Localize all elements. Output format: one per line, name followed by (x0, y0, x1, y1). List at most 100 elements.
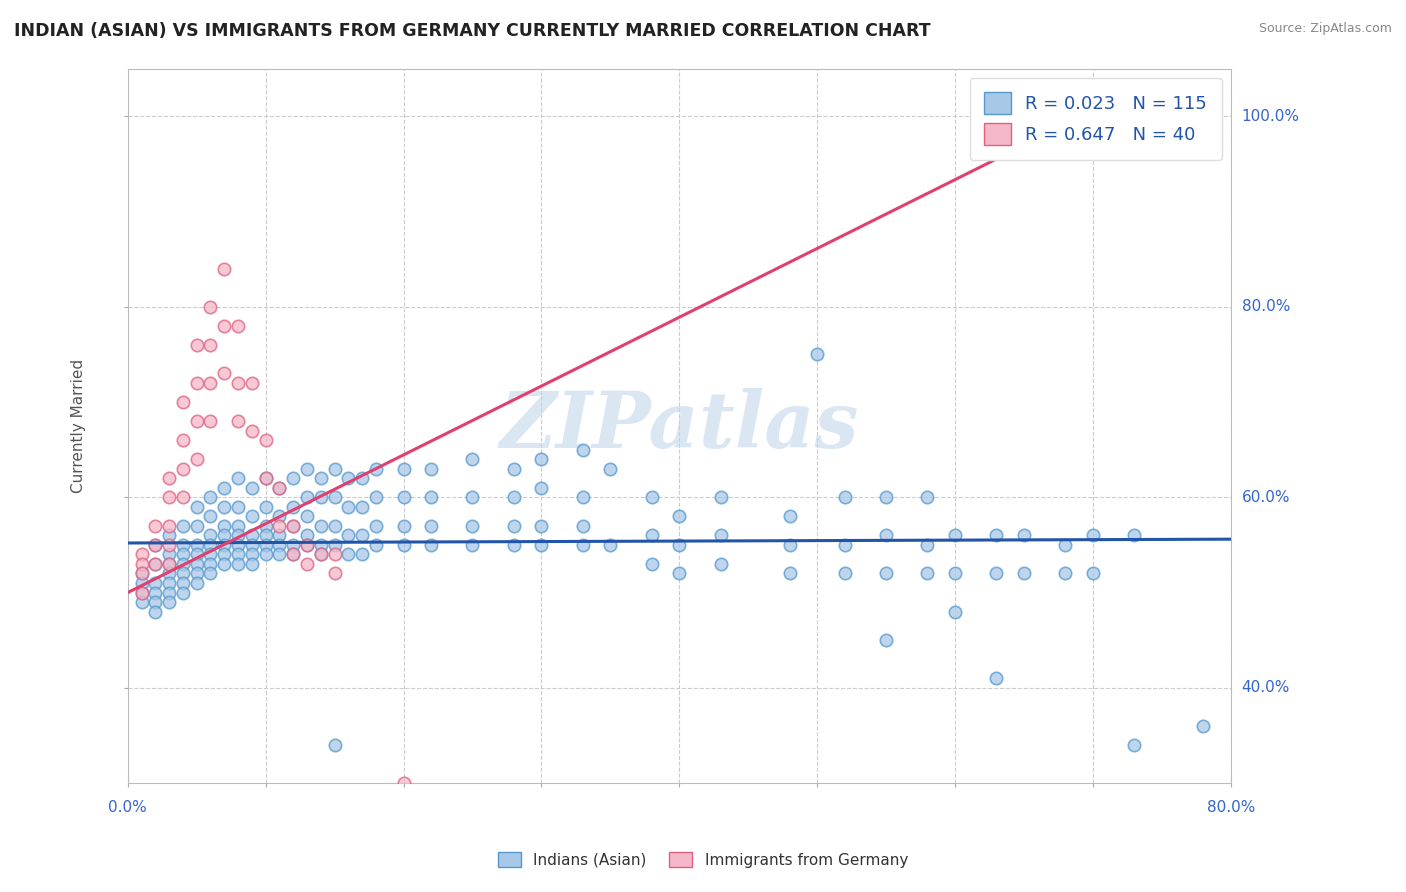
Point (295, 538, 318, 552)
Point (779, 509, 801, 524)
Point (571, 538, 593, 552)
Point (571, 442, 593, 457)
Point (143, 585, 166, 599)
Text: 80.0%: 80.0% (1206, 800, 1256, 815)
Point (309, 548, 332, 562)
Point (323, 738, 346, 752)
Point (186, 576, 208, 591)
Point (186, 538, 208, 552)
Text: INDIAN (ASIAN) VS IMMIGRANTS FROM GERMANY CURRENTLY MARRIED CORRELATION CHART: INDIAN (ASIAN) VS IMMIGRANTS FROM GERMAN… (14, 22, 931, 40)
Point (779, 566, 801, 581)
Point (337, 500, 360, 514)
Point (200, 414, 222, 428)
Point (143, 557, 166, 571)
Point (226, 318, 249, 333)
Point (172, 538, 194, 552)
Point (143, 557, 166, 571)
Text: 40.0%: 40.0% (1241, 681, 1291, 695)
Point (172, 566, 194, 581)
Point (172, 395, 194, 409)
Point (352, 548, 374, 562)
Point (131, 595, 153, 609)
Point (1054, 566, 1077, 581)
Point (364, 519, 387, 533)
Point (269, 509, 291, 524)
Point (295, 490, 318, 504)
Point (214, 481, 236, 495)
Point (200, 490, 222, 504)
Point (186, 414, 208, 428)
Point (226, 471, 249, 485)
Point (309, 471, 332, 485)
Point (502, 538, 524, 552)
Point (254, 500, 277, 514)
Text: 0.0%: 0.0% (108, 800, 148, 815)
Point (986, 528, 1008, 542)
Point (323, 461, 346, 475)
Point (710, 557, 733, 571)
Point (420, 519, 443, 533)
Point (214, 538, 236, 552)
Point (214, 500, 236, 514)
Point (530, 795, 553, 809)
Point (254, 471, 277, 485)
Point (254, 528, 277, 542)
Point (240, 481, 263, 495)
Point (668, 509, 690, 524)
Point (323, 519, 346, 533)
Point (254, 433, 277, 447)
Point (157, 585, 180, 599)
Point (186, 557, 208, 571)
Point (186, 338, 208, 352)
Point (420, 795, 443, 809)
Point (461, 452, 484, 467)
Point (254, 519, 277, 533)
Point (226, 414, 249, 428)
Point (323, 548, 346, 562)
Point (917, 566, 939, 581)
Point (186, 452, 208, 467)
Point (143, 595, 166, 609)
Point (143, 538, 166, 552)
Point (943, 566, 966, 581)
Point (283, 500, 305, 514)
Point (254, 548, 277, 562)
Point (200, 509, 222, 524)
Point (214, 367, 236, 381)
Point (295, 538, 318, 552)
Point (157, 519, 180, 533)
Point (200, 538, 222, 552)
Point (461, 519, 484, 533)
Point (834, 566, 856, 581)
Point (157, 548, 180, 562)
Point (337, 471, 360, 485)
Point (283, 519, 305, 533)
Text: 60.0%: 60.0% (1241, 490, 1291, 505)
Point (502, 490, 524, 504)
Point (269, 528, 291, 542)
Point (943, 528, 966, 542)
Point (157, 557, 180, 571)
Point (254, 538, 277, 552)
Point (917, 490, 939, 504)
Point (283, 471, 305, 485)
Point (283, 519, 305, 533)
Point (269, 481, 291, 495)
Point (309, 538, 332, 552)
Point (502, 461, 524, 475)
Point (157, 471, 180, 485)
Point (226, 557, 249, 571)
Point (157, 557, 180, 571)
Text: Source: ZipAtlas.com: Source: ZipAtlas.com (1258, 22, 1392, 36)
Point (530, 519, 553, 533)
Point (157, 566, 180, 581)
Text: 80.0%: 80.0% (1241, 299, 1291, 314)
Point (875, 490, 897, 504)
Point (640, 490, 662, 504)
Point (1192, 719, 1215, 733)
Point (571, 490, 593, 504)
Point (1012, 528, 1035, 542)
Point (172, 519, 194, 533)
Point (392, 519, 415, 533)
Point (834, 490, 856, 504)
